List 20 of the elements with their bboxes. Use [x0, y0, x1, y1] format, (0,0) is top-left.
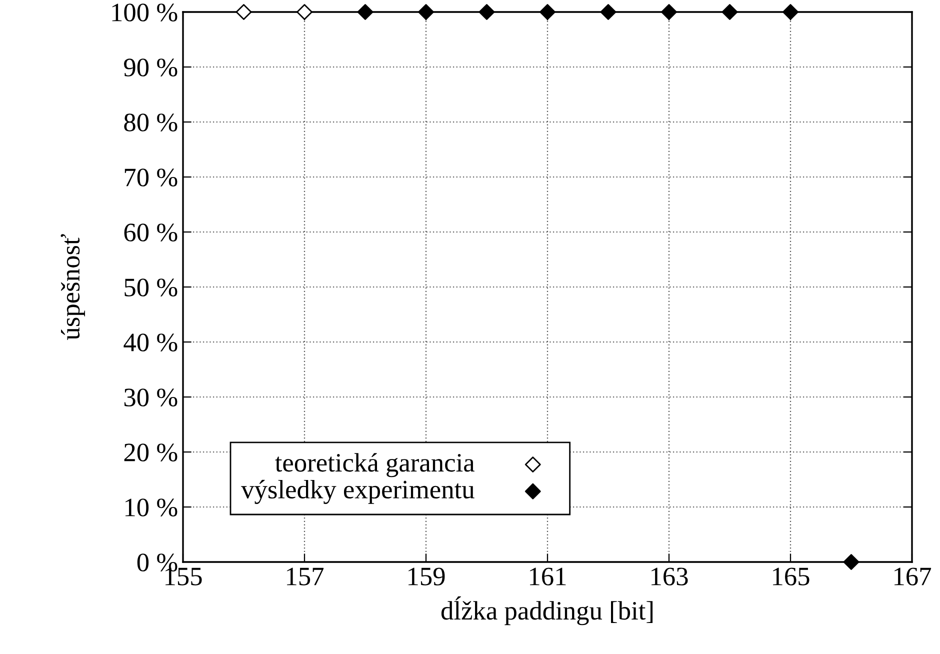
y-tick-label: 50 % — [124, 278, 178, 296]
y-tick-label: 80 % — [124, 114, 178, 132]
y-tick-label: 40 % — [124, 334, 178, 352]
y-tick-label: 30 % — [124, 388, 178, 406]
y-tick-label: 100 % — [112, 4, 178, 22]
y-tick-label: 60 % — [124, 224, 178, 242]
legend-label: teoretická garancia — [275, 453, 474, 478]
x-tick-label: 165 — [773, 568, 810, 586]
y-tick-label: 20 % — [124, 444, 178, 462]
y-axis-title: úspešnosť — [60, 234, 85, 340]
y-tick-label: 10 % — [125, 498, 178, 516]
x-tick-label: 161 — [530, 568, 566, 586]
x-tick-label: 159 — [408, 568, 445, 586]
y-tick-label: 90 % — [124, 58, 178, 76]
x-axis-title: dĺžka paddingu [bit] — [441, 596, 653, 626]
x-tick-label: 157 — [287, 568, 324, 586]
x-tick-label: 167 — [894, 568, 932, 586]
x-tick-label: 163 — [652, 568, 688, 586]
legend-label: výsledky experimentu — [241, 480, 474, 504]
y-tick-label: 70 % — [124, 168, 178, 186]
